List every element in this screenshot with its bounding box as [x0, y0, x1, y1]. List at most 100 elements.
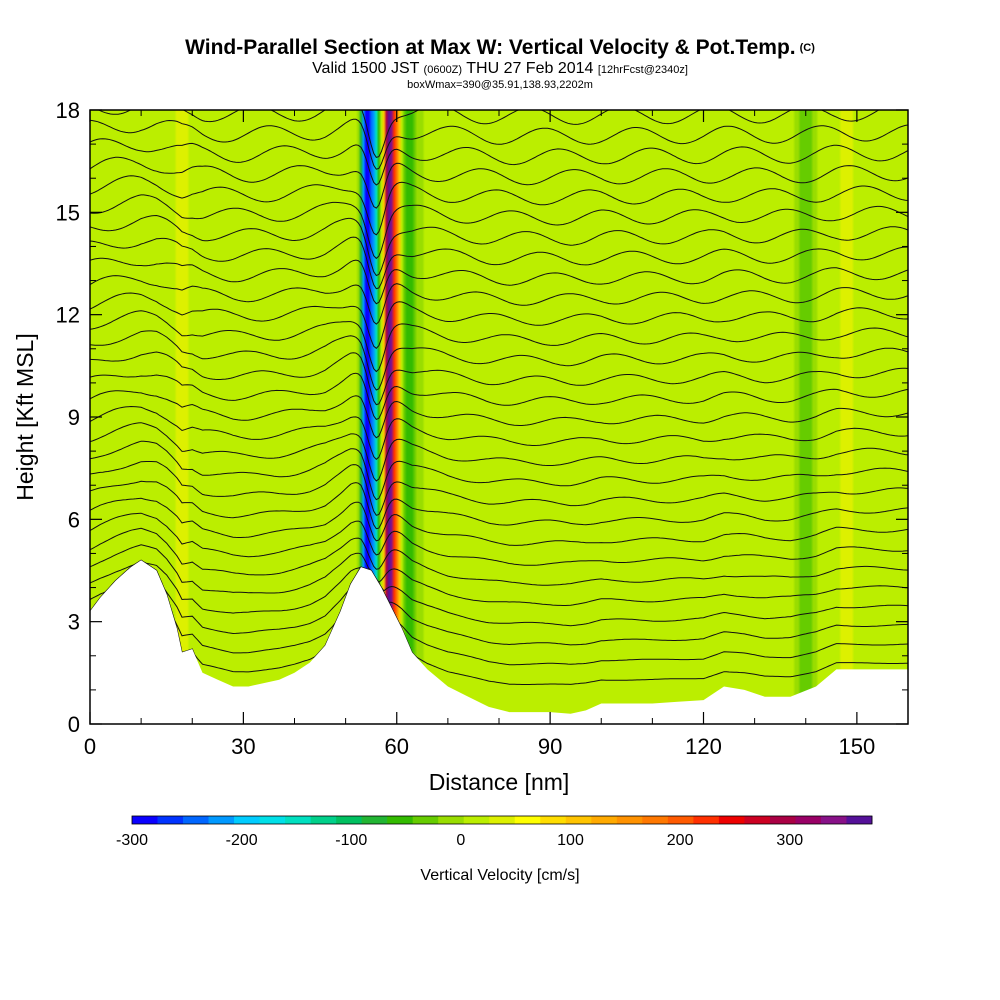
y-tick-label: 6: [68, 507, 80, 532]
theta-contour: [90, 236, 908, 290]
x-tick-label: 0: [84, 734, 96, 759]
colorbar: -300 -200 -100 0 100 200 300: [116, 815, 873, 849]
colorbar-swatch: [540, 816, 567, 824]
y-tick-label: 18: [56, 98, 80, 123]
colorbar-tick-label: -100: [335, 832, 367, 849]
terrain: [90, 560, 908, 724]
theta-contour: [97, 110, 880, 158]
theta-contour: [90, 275, 908, 325]
theta-contour: [90, 292, 908, 349]
theta-contour: [90, 559, 908, 646]
x-tick-label: 30: [231, 734, 255, 759]
valid-time-zulu: (0600Z): [423, 64, 463, 76]
theta-contour: [90, 559, 908, 685]
x-tick-label: 90: [538, 734, 562, 759]
x-tick-label: 150: [839, 734, 876, 759]
colorbar-swatch: [361, 816, 388, 824]
colorbar-swatch: [489, 816, 516, 824]
colorbar-swatch: [336, 816, 363, 824]
valid-time: Valid 1500 JST: [312, 60, 420, 77]
y-tick-label: 15: [56, 200, 80, 225]
colorbar-swatch: [285, 816, 312, 824]
theta-contour: [90, 440, 908, 501]
colorbar-swatch: [157, 816, 184, 824]
title-block: Wind-Parallel Section at Max W: Vertical…: [0, 36, 1000, 91]
colorbar-swatch: [310, 816, 337, 824]
colorbar-swatch: [795, 816, 822, 824]
theta-contour: [90, 527, 908, 586]
theta-contour: [90, 461, 908, 516]
colorbar-swatch: [438, 816, 465, 824]
theta-contour: [90, 310, 908, 373]
colorbar-swatch: [769, 816, 796, 824]
forecast-info: [12hrFcst@2340z]: [597, 64, 688, 76]
colorbar-swatch: [718, 816, 745, 824]
theta-contours: [90, 110, 908, 685]
colorbar-swatch: [514, 816, 541, 824]
theta-contour: [90, 405, 908, 460]
colorbar-swatch: [693, 816, 720, 824]
colorbar-swatch: [463, 816, 490, 824]
valid-date: THU 27 Feb 2014: [466, 60, 594, 77]
box-max-info: boxWmax=390@35.91,138.93,2202m: [407, 79, 593, 91]
terrain-layer: [90, 560, 908, 724]
colorbar-swatch: [642, 816, 669, 824]
x-axis-title: Distance [nm]: [429, 769, 570, 795]
theta-contour: [90, 194, 908, 260]
colorbar-tick-label: 0: [456, 832, 465, 849]
chart-title: Wind-Parallel Section at Max W: Vertical…: [185, 36, 796, 59]
colorbar-tick-label: 200: [667, 832, 694, 849]
axes: 0 30 60 90 120 150 0 3 6 9 12 15 18: [56, 98, 909, 759]
theta-contour: [90, 257, 908, 305]
y-tick-label: 0: [68, 712, 80, 737]
x-tick-label: 60: [385, 734, 409, 759]
y-tick-label: 9: [68, 405, 80, 430]
colorbar-swatch: [616, 816, 643, 824]
colorbar-tick-label: 300: [776, 832, 803, 849]
colorbar-title: Vertical Velocity [cm/s]: [420, 867, 579, 884]
theta-contour: [90, 544, 908, 606]
colorbar-swatch: [387, 816, 414, 824]
colorbar-swatch: [183, 816, 209, 824]
y-tick-label: 12: [56, 303, 80, 328]
theta-contour: [90, 138, 908, 186]
colorbar-frame: [131, 815, 873, 825]
theta-contour: [90, 512, 908, 566]
colorbar-tick-label: 100: [557, 832, 584, 849]
copyright-mark: (C): [799, 42, 815, 54]
x-tick-label: 120: [685, 734, 722, 759]
velocity-fill: [90, 110, 908, 724]
theta-contour: [90, 214, 908, 277]
colorbar-tick-label: -300: [116, 832, 148, 849]
theta-contour: [90, 156, 908, 209]
colorbar-swatch: [591, 816, 618, 824]
colorbar-swatch: [820, 816, 847, 824]
theta-contour: [90, 372, 908, 421]
y-axis-title: Height [Kft MSL]: [12, 333, 38, 500]
theta-contour: [90, 175, 908, 236]
colorbar-swatch: [846, 816, 873, 824]
colorbar-swatch: [132, 816, 158, 824]
y-tick-label: 3: [68, 610, 80, 635]
theta-contour: [90, 330, 908, 391]
theta-contour: [90, 497, 908, 546]
theta-contour: [90, 559, 908, 627]
colorbar-swatch: [412, 816, 439, 824]
theta-contour: [90, 422, 908, 482]
theta-contour: [90, 118, 908, 170]
colorbar-swatch: [744, 816, 771, 824]
colorbar-tick-label: -200: [226, 832, 258, 849]
colorbar-swatch: [234, 816, 260, 824]
theta-contour: [90, 480, 908, 530]
theta-contour: [90, 351, 908, 406]
chart-subtitle: Valid 1500 JST (0600Z) THU 27 Feb 2014 […: [0, 60, 1000, 79]
chart-title-line: Wind-Parallel Section at Max W: Vertical…: [0, 36, 1000, 60]
velocity-field: [90, 110, 908, 724]
colorbar-swatch: [667, 816, 694, 824]
theta-contour: [90, 559, 908, 666]
colorbar-swatch: [565, 816, 592, 824]
theta-contour: [90, 390, 908, 439]
colorbar-swatch: [259, 816, 286, 824]
colorbar-swatch: [208, 816, 235, 824]
